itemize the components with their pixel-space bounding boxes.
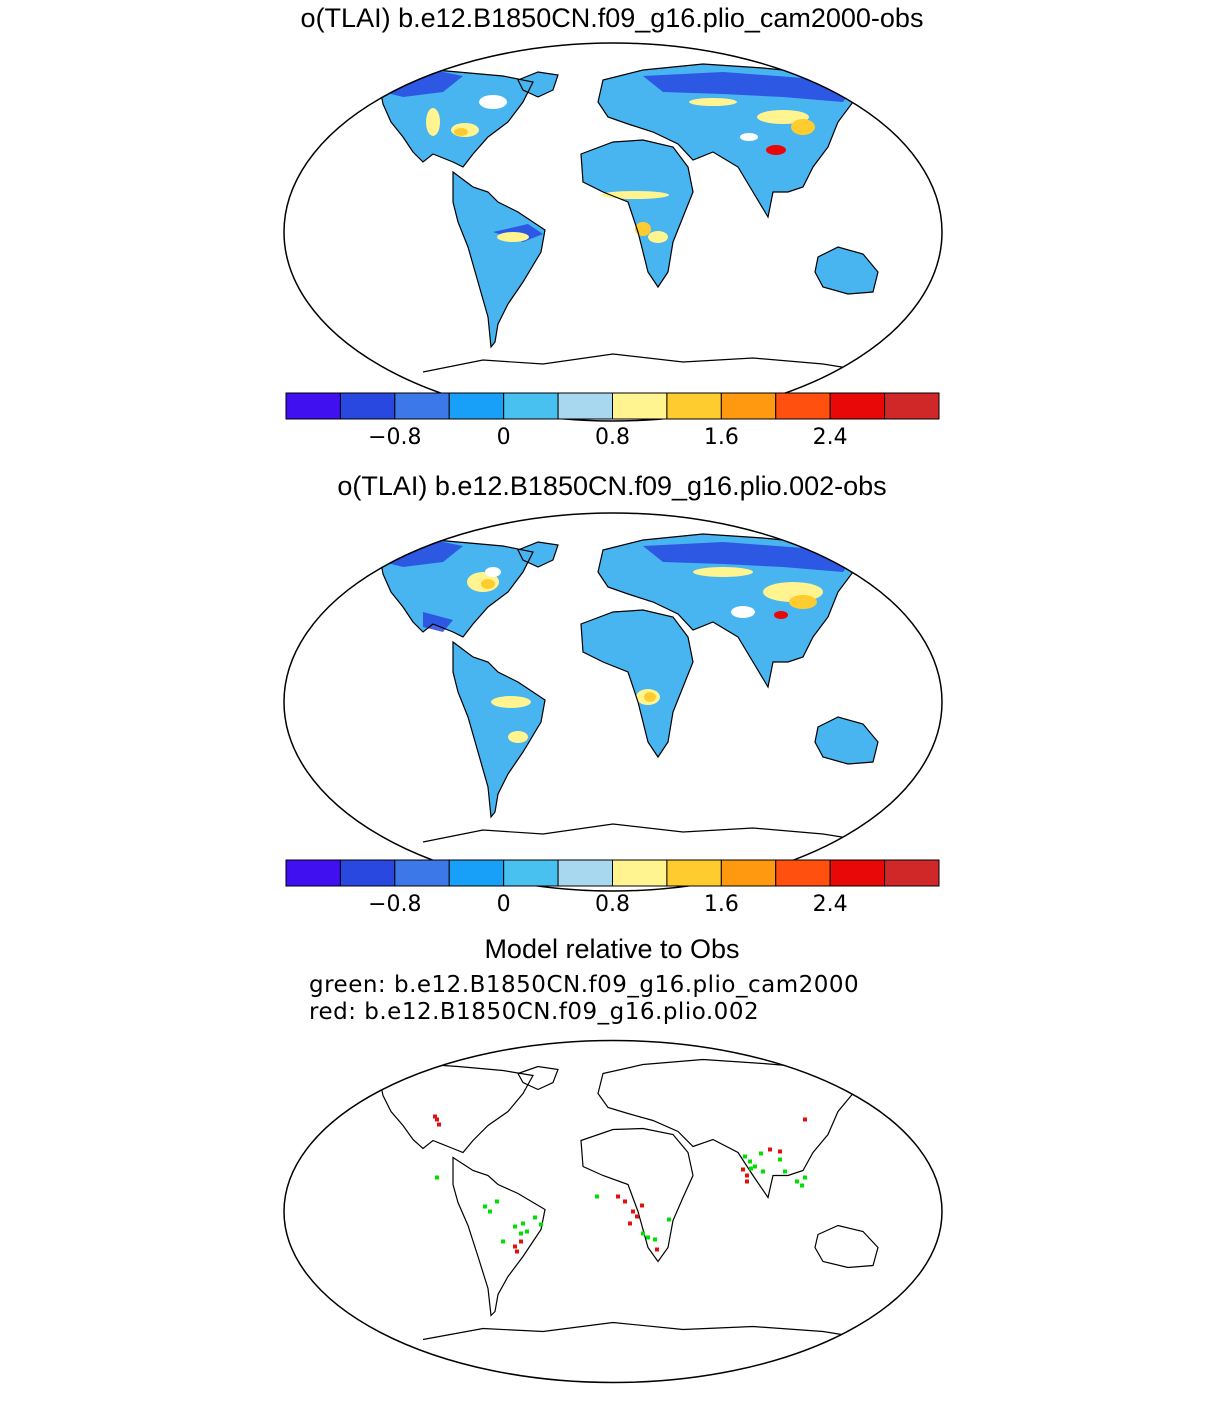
difference-point bbox=[745, 1179, 749, 1184]
colorbar-swatch bbox=[720, 859, 777, 887]
difference-point bbox=[515, 1249, 519, 1254]
panel-1-colorbar: −0.8 0 0.8 1.6 2.4 bbox=[285, 392, 940, 450]
difference-point bbox=[623, 1199, 627, 1204]
colorbar-swatch bbox=[612, 392, 668, 420]
panel-1-map bbox=[283, 42, 943, 422]
difference-point bbox=[803, 1175, 807, 1180]
colorbar-swatch bbox=[394, 392, 450, 420]
comparison-map bbox=[283, 1039, 943, 1384]
colorbar-swatch bbox=[557, 392, 614, 420]
difference-point bbox=[655, 1247, 659, 1252]
panel-2-colorbar: −0.8 0 0.8 1.6 2.4 bbox=[285, 859, 940, 917]
panel-2-title: o(TLAI) b.e12.B1850CN.f09_g16.plio.002-o… bbox=[337, 471, 887, 501]
colorbar-swatch bbox=[775, 392, 831, 420]
colorbar-swatch bbox=[666, 859, 722, 887]
difference-point bbox=[533, 1215, 537, 1220]
difference-point bbox=[748, 1159, 752, 1164]
difference-point bbox=[435, 1175, 439, 1180]
difference-point bbox=[435, 1117, 439, 1122]
colorbar-tick-label: 1.6 bbox=[704, 892, 739, 917]
difference-point bbox=[525, 1229, 529, 1234]
colorbar-swatch bbox=[339, 392, 396, 420]
difference-point bbox=[749, 1166, 753, 1171]
colorbar-swatch bbox=[448, 859, 505, 887]
difference-point bbox=[768, 1147, 772, 1152]
colorbar-tick-label: −0.8 bbox=[368, 425, 421, 450]
colorbar-tick-label: 1.6 bbox=[704, 425, 739, 450]
difference-point bbox=[513, 1224, 517, 1229]
colorbar-tick-label: 2.4 bbox=[813, 425, 848, 450]
colorbar-tick-label: 0.8 bbox=[595, 425, 630, 450]
difference-point bbox=[783, 1169, 787, 1174]
difference-point bbox=[641, 1231, 645, 1236]
colorbar-swatch bbox=[557, 859, 614, 887]
colorbar-swatch bbox=[339, 859, 396, 887]
difference-point bbox=[800, 1183, 804, 1188]
difference-point bbox=[513, 1244, 517, 1249]
colorbar-swatch bbox=[503, 392, 559, 420]
difference-point bbox=[741, 1167, 745, 1172]
difference-point bbox=[495, 1199, 499, 1204]
difference-point bbox=[667, 1217, 671, 1222]
colorbar-tick-label: 0 bbox=[497, 892, 511, 917]
difference-point bbox=[539, 1222, 543, 1227]
colorbar-swatch bbox=[884, 392, 940, 420]
difference-point bbox=[653, 1237, 657, 1242]
difference-point bbox=[753, 1164, 757, 1169]
colorbar-swatch bbox=[884, 859, 940, 887]
colorbar-swatch bbox=[829, 392, 886, 420]
difference-point bbox=[646, 1235, 650, 1240]
difference-point bbox=[640, 1203, 644, 1208]
colorbar-tick-label: 2.4 bbox=[813, 892, 848, 917]
colorbar-swatch bbox=[775, 859, 831, 887]
comparison-title: Model relative to Obs bbox=[484, 934, 740, 964]
difference-point bbox=[433, 1114, 437, 1119]
colorbar-tick-label: 0 bbox=[497, 425, 511, 450]
colorbar-swatch bbox=[394, 859, 450, 887]
difference-point bbox=[437, 1122, 441, 1127]
difference-point bbox=[761, 1169, 765, 1174]
difference-point bbox=[631, 1209, 635, 1214]
difference-point bbox=[483, 1204, 487, 1209]
colorbar-swatch bbox=[666, 392, 722, 420]
panel-2-map bbox=[283, 512, 943, 892]
difference-point bbox=[519, 1231, 523, 1236]
difference-point bbox=[795, 1179, 799, 1184]
panel-1-title: o(TLAI) b.e12.B1850CN.f09_g16.plio_cam20… bbox=[300, 3, 924, 33]
difference-point bbox=[595, 1194, 599, 1199]
colorbar-tick-label: 0.8 bbox=[595, 892, 630, 917]
difference-point bbox=[521, 1221, 525, 1226]
colorbar-swatch bbox=[612, 859, 668, 887]
difference-point bbox=[628, 1221, 632, 1226]
colorbar-swatch bbox=[503, 859, 559, 887]
colorbar-tick-label: −0.8 bbox=[368, 892, 421, 917]
difference-point bbox=[501, 1239, 505, 1244]
difference-point bbox=[743, 1154, 747, 1159]
difference-point bbox=[745, 1173, 749, 1178]
colorbar-swatch bbox=[285, 859, 341, 887]
difference-point bbox=[778, 1157, 782, 1162]
difference-point bbox=[778, 1149, 782, 1154]
colorbar-swatch bbox=[285, 392, 341, 420]
green-difference-points bbox=[435, 1151, 807, 1244]
difference-point bbox=[616, 1194, 620, 1199]
colorbar-swatch bbox=[829, 859, 886, 887]
colorbar-swatch bbox=[448, 392, 505, 420]
green-legend-text: green: b.e12.B1850CN.f09_g16.plio_cam200… bbox=[309, 972, 860, 998]
difference-point bbox=[759, 1151, 763, 1156]
difference-point bbox=[635, 1214, 639, 1219]
difference-point bbox=[488, 1209, 492, 1214]
colorbar-swatch bbox=[720, 392, 777, 420]
red-difference-points bbox=[433, 1114, 807, 1254]
red-legend-text: red: b.e12.B1850CN.f09_g16.plio.002 bbox=[309, 999, 760, 1025]
difference-point bbox=[519, 1239, 523, 1244]
difference-point bbox=[803, 1117, 807, 1122]
